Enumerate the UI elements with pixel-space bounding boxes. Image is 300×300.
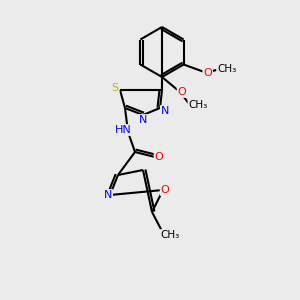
Text: O: O: [154, 152, 164, 162]
Text: N: N: [139, 115, 147, 125]
Text: N: N: [104, 190, 112, 200]
Text: S: S: [111, 83, 118, 93]
Text: O: O: [160, 185, 169, 195]
Text: O: O: [203, 68, 212, 77]
Text: O: O: [178, 87, 186, 97]
Text: CH₃: CH₃: [160, 230, 180, 240]
Text: CH₃: CH₃: [188, 100, 208, 110]
Text: N: N: [161, 106, 169, 116]
Text: HN: HN: [115, 125, 131, 135]
Text: CH₃: CH₃: [217, 64, 236, 74]
